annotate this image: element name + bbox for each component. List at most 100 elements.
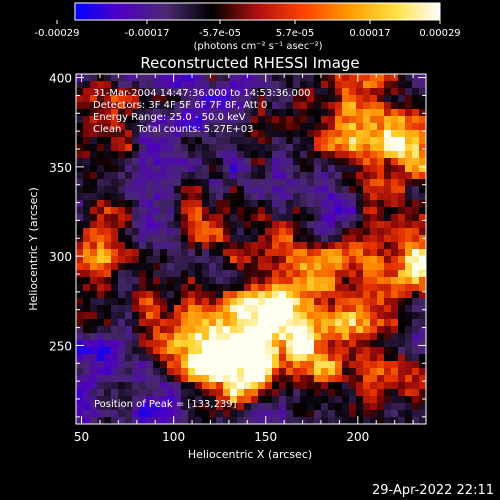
heatmap-cell	[377, 81, 385, 89]
heatmap-cell	[97, 368, 105, 376]
heatmap-cell	[132, 417, 140, 424]
heatmap-cell	[181, 326, 189, 334]
heatmap-cell	[251, 417, 259, 424]
heatmap-cell	[391, 333, 399, 341]
heatmap-cell	[223, 410, 231, 418]
heatmap-cell	[405, 130, 413, 138]
heatmap-cell	[146, 130, 154, 138]
heatmap-cell	[230, 74, 238, 82]
heatmap-cell	[349, 333, 357, 341]
heatmap-cell	[153, 298, 161, 306]
heatmap-cell	[265, 389, 273, 397]
heatmap-cell	[335, 200, 343, 208]
heatmap-cell	[237, 214, 245, 222]
heatmap-cell	[153, 249, 161, 257]
heatmap-cell	[293, 158, 301, 166]
heatmap-cell	[300, 221, 308, 229]
heatmap-cell	[398, 102, 406, 110]
heatmap-cell	[314, 361, 322, 369]
heatmap-cell	[286, 256, 294, 264]
heatmap-cell	[111, 228, 119, 236]
heatmap-cell	[370, 347, 378, 355]
heatmap-cell	[181, 186, 189, 194]
heatmap-cell	[370, 186, 378, 194]
heatmap-cell	[244, 123, 252, 131]
heatmap-cell	[314, 109, 322, 117]
heatmap-cell	[314, 284, 322, 292]
heatmap-cell	[384, 81, 392, 89]
heatmap-cell	[146, 165, 154, 173]
heatmap-cell	[195, 270, 203, 278]
heatmap-cell	[139, 228, 147, 236]
heatmap-cell	[202, 102, 210, 110]
heatmap-cell	[356, 340, 364, 348]
heatmap-cell	[293, 340, 301, 348]
heatmap-cell	[265, 298, 273, 306]
heatmap-cell	[83, 263, 91, 271]
heatmap-cell	[153, 221, 161, 229]
heatmap-cell	[335, 361, 343, 369]
heatmap-cell	[272, 333, 280, 341]
heatmap-cell	[258, 158, 266, 166]
heatmap-cell	[139, 249, 147, 257]
heatmap-cell	[230, 277, 238, 285]
heatmap-cell	[370, 263, 378, 271]
heatmap-cell	[251, 123, 259, 131]
heatmap-cell	[272, 242, 280, 250]
heatmap-cell	[349, 228, 357, 236]
heatmap-cell	[181, 396, 189, 404]
heatmap-cell	[412, 95, 420, 103]
heatmap-cell	[328, 158, 336, 166]
heatmap-cell	[300, 193, 308, 201]
heatmap-cell	[97, 81, 105, 89]
heatmap-cell	[272, 277, 280, 285]
heatmap-cell	[328, 214, 336, 222]
heatmap-cell	[237, 221, 245, 229]
heatmap-cell	[314, 74, 322, 82]
heatmap-cell	[412, 207, 420, 215]
heatmap-cell	[335, 340, 343, 348]
heatmap-cell	[230, 179, 238, 187]
heatmap-cell	[111, 193, 119, 201]
heatmap-cell	[195, 88, 203, 96]
heatmap-cell	[342, 298, 350, 306]
heatmap-cell	[146, 305, 154, 313]
heatmap-cell	[335, 207, 343, 215]
heatmap-cell	[209, 172, 217, 180]
heatmap-cell	[216, 144, 224, 152]
heatmap-cell	[314, 312, 322, 320]
heatmap-cell	[216, 347, 224, 355]
heatmap-cell	[272, 368, 280, 376]
heatmap-cell	[174, 333, 182, 341]
heatmap-cell	[391, 326, 399, 334]
heatmap-cell	[237, 158, 245, 166]
heatmap-cell	[153, 389, 161, 397]
heatmap-cell	[398, 88, 406, 96]
heatmap-cell	[412, 165, 420, 173]
heatmap-cell	[153, 179, 161, 187]
heatmap-cell	[237, 200, 245, 208]
heatmap-cell	[307, 102, 315, 110]
heatmap-cell	[237, 354, 245, 362]
heatmap-cell	[412, 340, 420, 348]
heatmap-cell	[132, 326, 140, 334]
heatmap-cell	[265, 95, 273, 103]
heatmap-cell	[265, 347, 273, 355]
heatmap-cell	[328, 88, 336, 96]
heatmap-cell	[307, 347, 315, 355]
heatmap-cell	[216, 123, 224, 131]
heatmap-cell	[342, 186, 350, 194]
heatmap-cell	[363, 109, 371, 117]
heatmap-cell	[76, 277, 84, 285]
heatmap-cell	[132, 151, 140, 159]
heatmap-cell	[83, 109, 91, 117]
heatmap-cell	[160, 102, 168, 110]
heatmap-cell	[104, 417, 112, 424]
heatmap-cell	[412, 298, 420, 306]
heatmap-cell	[300, 389, 308, 397]
heatmap-cell	[300, 403, 308, 411]
heatmap-cell	[321, 333, 329, 341]
heatmap-cell	[146, 319, 154, 327]
heatmap-cell	[97, 291, 105, 299]
heatmap-cell	[321, 137, 329, 145]
